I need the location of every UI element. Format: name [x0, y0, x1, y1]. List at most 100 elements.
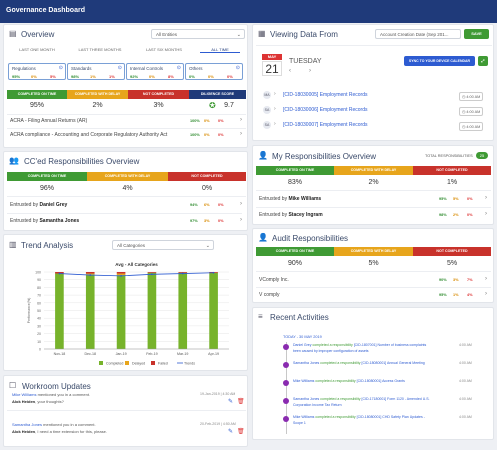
calendar-item-link[interactable]: [CID-18030006] Employment Records	[283, 107, 368, 113]
calendar-item-link[interactable]: [CID-18030005] Employment Records	[283, 92, 368, 98]
entrusted-prefix: Entrusted by	[259, 212, 289, 218]
comment-body-text: , I need a time extension for this, plea…	[35, 429, 107, 434]
overview-title: Overview	[21, 30, 55, 39]
activity-dot	[283, 398, 289, 404]
audit-row-label[interactable]: V comply	[259, 292, 280, 298]
y-tick-label: 90	[37, 278, 41, 282]
entity-select[interactable]: All Entities ⌄	[151, 29, 245, 39]
divider	[7, 213, 242, 214]
arrow-circle-icon[interactable]: ⊙	[117, 65, 122, 71]
time-badge: ◷ 4:00 AM	[459, 92, 484, 101]
entrusted-prefix: Entrusted by	[259, 196, 289, 202]
activity-line[interactable]: Samantha Jones completed a responsibilit…	[293, 397, 453, 401]
activity-action: completed a responsibility	[314, 379, 357, 383]
entrusted-row[interactable]: Entrusted by Daniel Grey	[10, 202, 67, 208]
sync-calendar-button[interactable]: SYNC TO YOUR DEVICE CALENDAR	[404, 56, 475, 66]
date-range-select[interactable]: Account Creation Date (Sep 201...	[375, 29, 461, 39]
comment-author: Mike Williams	[12, 392, 37, 397]
time-value: 4:00 AM	[466, 110, 481, 114]
comment-body-text: , your thoughts?	[35, 399, 64, 404]
comment-line[interactable]: Samantha Jones mentioned you in a commen…	[12, 422, 197, 427]
row-value: 95%	[439, 197, 447, 201]
comment-line[interactable]: Mike Williams mentioned you in a comment…	[12, 392, 197, 397]
audit-header-ontime: COMPLETED ON TIME	[256, 247, 334, 256]
users-icon: 👥	[9, 156, 19, 165]
entrusted-name: Daniel Grey	[39, 202, 68, 208]
category-box[interactable]: Internal Controls ⊙ 92% 0% 8%	[126, 63, 184, 80]
entrusted-row[interactable]: Entrusted by Samantha Jones	[10, 218, 79, 224]
category-box[interactable]: Standards ⊙ 98% 1% 1%	[67, 63, 125, 80]
chevron-right-icon[interactable]: ›	[485, 291, 487, 297]
x-tick-label: Dec-18	[84, 352, 96, 356]
chevron-right-icon[interactable]: ›	[240, 117, 242, 123]
responsibility-row-label[interactable]: ACRA compliance - Accounting and Corpora…	[10, 132, 168, 138]
chevron-right-icon[interactable]: ›	[240, 217, 242, 223]
entrusted-name: Stacey Ingram	[288, 212, 323, 218]
chevron-right-icon[interactable]: ›	[240, 201, 242, 207]
edit-icon[interactable]: ✎	[228, 429, 234, 435]
ccd-title: CC'ed Responsibilities Overview	[24, 157, 140, 166]
entrusted-row[interactable]: Entrusted by Mike Williams	[259, 196, 321, 202]
bar-completed	[55, 273, 64, 349]
tab-last-three-months[interactable]: LAST THREE MONTHS	[78, 47, 122, 52]
category-box[interactable]: Regulations ⊙ 95% 0% 5%	[8, 63, 66, 80]
category-box[interactable]: Others ⊙ 0% 0% 0%	[185, 63, 243, 80]
prev-day-icon[interactable]: ‹	[289, 68, 291, 74]
ov-value-notcompleted: 3%	[153, 102, 164, 109]
activity-line[interactable]: Samantha Jones completed a responsibilit…	[293, 361, 453, 365]
tab-last-one-month[interactable]: LAST ONE MONTH	[19, 47, 55, 52]
next-day-icon[interactable]: ›	[309, 68, 311, 74]
sync-calendar-label: SYNC TO YOUR DEVICE CALENDAR	[408, 59, 471, 63]
y-tick-label: 30	[37, 324, 41, 328]
category-select[interactable]: All Categories ⌄	[112, 240, 214, 250]
month-badge: MAY	[262, 54, 282, 60]
responsibility-row-label[interactable]: ACRA - Filing Annual Returns (AR)	[10, 118, 88, 124]
trend-point	[89, 274, 92, 276]
chevron-right-icon[interactable]: ›	[240, 131, 242, 137]
ccd-header-ontime: COMPLETED ON TIME	[7, 172, 87, 181]
activity-line[interactable]: Daniel Grey completed a responsibility […	[293, 343, 453, 347]
arrow-circle-icon[interactable]: ⊙	[235, 65, 240, 71]
chevron-right-icon[interactable]: ›	[485, 195, 487, 201]
category-value: 1%	[109, 74, 115, 79]
activity-line[interactable]: Mike Williams completed a responsibility…	[293, 379, 453, 383]
chevron-right-icon[interactable]: ›	[485, 211, 487, 217]
ov-header-ontime: COMPLETED ON TIME	[7, 90, 67, 99]
tab-last-six-months[interactable]: LAST SIX MONTHS	[146, 47, 182, 52]
time-badge: ◷ 4:00 AM	[459, 122, 484, 131]
chevron-right-icon[interactable]: ›	[485, 276, 487, 282]
chevron-right-icon: ›	[274, 106, 276, 112]
calendar-item-link[interactable]: [CID-18030007] Employment Records	[283, 122, 368, 128]
entrusted-row[interactable]: Entrusted by Stacey Ingram	[259, 212, 323, 218]
save-button[interactable]: SAVE	[464, 29, 489, 39]
activity-action: completed a responsibility	[314, 415, 357, 419]
myresp-title: My Responsibilities Overview	[272, 152, 377, 161]
trend-point	[120, 274, 122, 277]
activity-user: Mike Williams	[293, 415, 315, 419]
expand-button[interactable]: ⤢	[478, 56, 488, 66]
bar-completed	[147, 272, 157, 349]
arrow-circle-icon[interactable]: ⊙	[58, 65, 63, 71]
row-value: 100%	[190, 133, 200, 137]
activity-line[interactable]: Mike Williams completed a responsibility…	[293, 415, 453, 419]
delete-icon[interactable]: 🗑	[237, 429, 245, 435]
audit-icon: 👤	[258, 233, 268, 242]
activities-title: Recent Activities	[270, 313, 329, 322]
delete-icon[interactable]: 🗑	[237, 399, 245, 405]
category-select-value: All Categories	[117, 243, 146, 248]
edit-icon[interactable]: ✎	[228, 399, 234, 405]
y-tick-label: 60	[37, 301, 41, 305]
top-bar: Governance Dashboard	[0, 0, 497, 23]
bar-failed	[85, 272, 95, 274]
y-tick-label: 70	[37, 294, 41, 298]
overview-card: ▤ Overview All Entities ⌄ LAST ONE MONTH …	[3, 24, 248, 148]
calendar-icon: ▦	[258, 29, 266, 38]
chevron-right-icon: ›	[274, 121, 276, 127]
chart-title: Avg - All Categories	[115, 262, 158, 267]
divider	[256, 271, 491, 272]
row-value: 0%	[218, 119, 224, 123]
bar-chart-icon: ▥	[9, 240, 17, 249]
audit-row-label[interactable]: VComply Inc.	[259, 277, 289, 283]
tab-all-time[interactable]: ALL TIME	[200, 47, 240, 53]
arrow-circle-icon[interactable]: ⊙	[176, 65, 181, 71]
